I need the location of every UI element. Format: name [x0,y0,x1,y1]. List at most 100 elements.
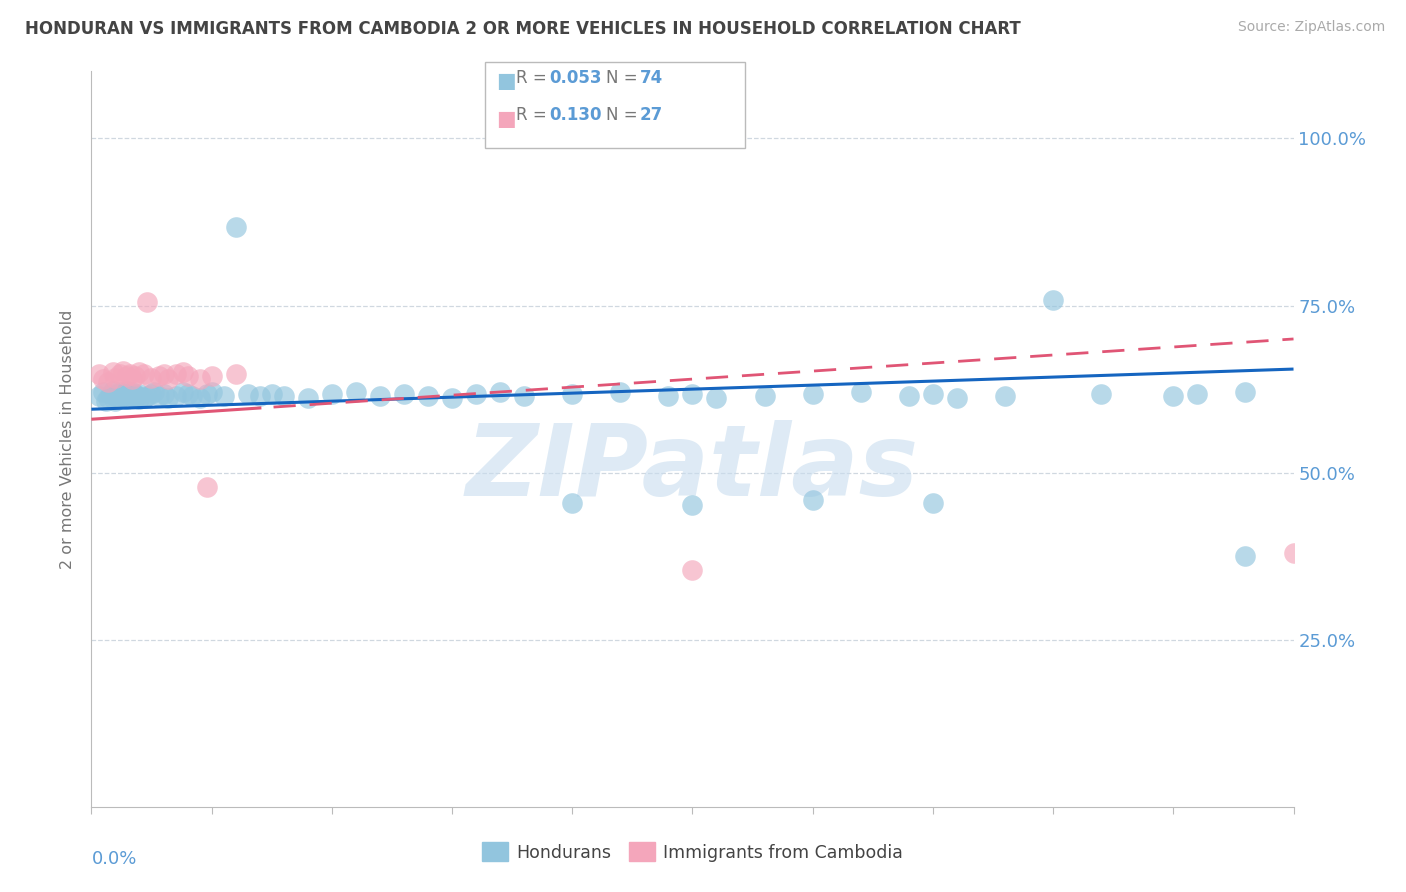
Legend: Hondurans, Immigrants from Cambodia: Hondurans, Immigrants from Cambodia [475,835,910,869]
Text: R =: R = [516,106,553,124]
Text: 0.053: 0.053 [550,69,602,87]
Point [416,389,439,403]
Point [134,367,156,381]
Point [101,366,124,380]
Point [87,367,110,381]
Point [157,391,180,405]
Point [754,389,776,403]
Point [1161,389,1184,403]
Point [561,387,583,401]
Text: Source: ZipAtlas.com: Source: ZipAtlas.com [1237,20,1385,34]
Point [128,387,150,401]
Point [124,368,146,383]
Point [148,389,170,403]
Point [609,385,631,400]
Point [801,387,824,401]
Point [117,392,139,407]
Text: 74: 74 [640,69,664,87]
Point [657,389,679,403]
Point [165,367,187,381]
Point [124,391,146,405]
Point [110,367,132,381]
Point [1090,387,1112,401]
Point [87,389,110,403]
Point [128,392,150,407]
Point [681,498,703,512]
Point [118,389,141,403]
Point [148,368,170,383]
Point [94,393,117,408]
Point [465,387,488,401]
Point [128,366,150,380]
Point [249,389,271,403]
Point [110,385,132,400]
Point [124,387,146,401]
Point [100,387,122,401]
Point [681,387,703,401]
Point [201,385,224,400]
Point [157,372,180,386]
Point [142,385,165,400]
Point [107,387,129,401]
Point [273,389,295,403]
Point [152,387,174,401]
Point [440,391,463,405]
Point [195,481,218,495]
Text: 0.0%: 0.0% [91,850,136,868]
Text: N =: N = [606,69,643,87]
Point [321,387,343,401]
Point [104,389,127,403]
Point [172,366,194,380]
Point [489,385,512,400]
Point [104,371,127,385]
Point [135,295,157,310]
Text: ZIPatlas: ZIPatlas [465,420,920,517]
Point [922,387,945,401]
Text: R =: R = [516,69,553,87]
Point [195,387,218,401]
Text: 0.130: 0.130 [550,106,602,124]
Point [681,563,703,577]
Point [225,219,247,234]
Point [117,368,139,383]
Point [1042,293,1064,307]
Point [561,496,583,510]
Point [111,389,134,403]
Point [181,389,204,403]
Point [110,391,132,405]
Point [104,393,127,408]
Text: 27: 27 [640,106,664,124]
Point [121,385,143,400]
Point [706,391,728,405]
Point [188,372,211,386]
Point [297,391,319,405]
Point [344,385,367,400]
Point [176,368,198,383]
Point [201,368,224,383]
Text: ■: ■ [496,71,516,91]
Point [93,385,115,400]
Point [176,387,198,401]
Point [97,376,120,390]
Point [897,389,920,403]
Point [513,389,536,403]
Point [1234,549,1257,564]
Point [118,367,141,381]
Point [165,389,187,403]
Point [1234,385,1257,400]
Point [117,384,139,399]
Text: ■: ■ [496,109,516,128]
Point [93,372,115,386]
Text: HONDURAN VS IMMIGRANTS FROM CAMBODIA 2 OR MORE VEHICLES IN HOUSEHOLD CORRELATION: HONDURAN VS IMMIGRANTS FROM CAMBODIA 2 O… [25,20,1021,37]
Point [260,387,283,401]
Point [97,391,120,405]
Point [172,385,194,400]
Point [101,384,124,399]
Point [212,389,235,403]
Point [141,387,163,401]
Point [152,367,174,381]
Point [141,371,163,385]
Point [1282,546,1305,560]
Point [125,389,148,403]
Point [922,496,945,510]
